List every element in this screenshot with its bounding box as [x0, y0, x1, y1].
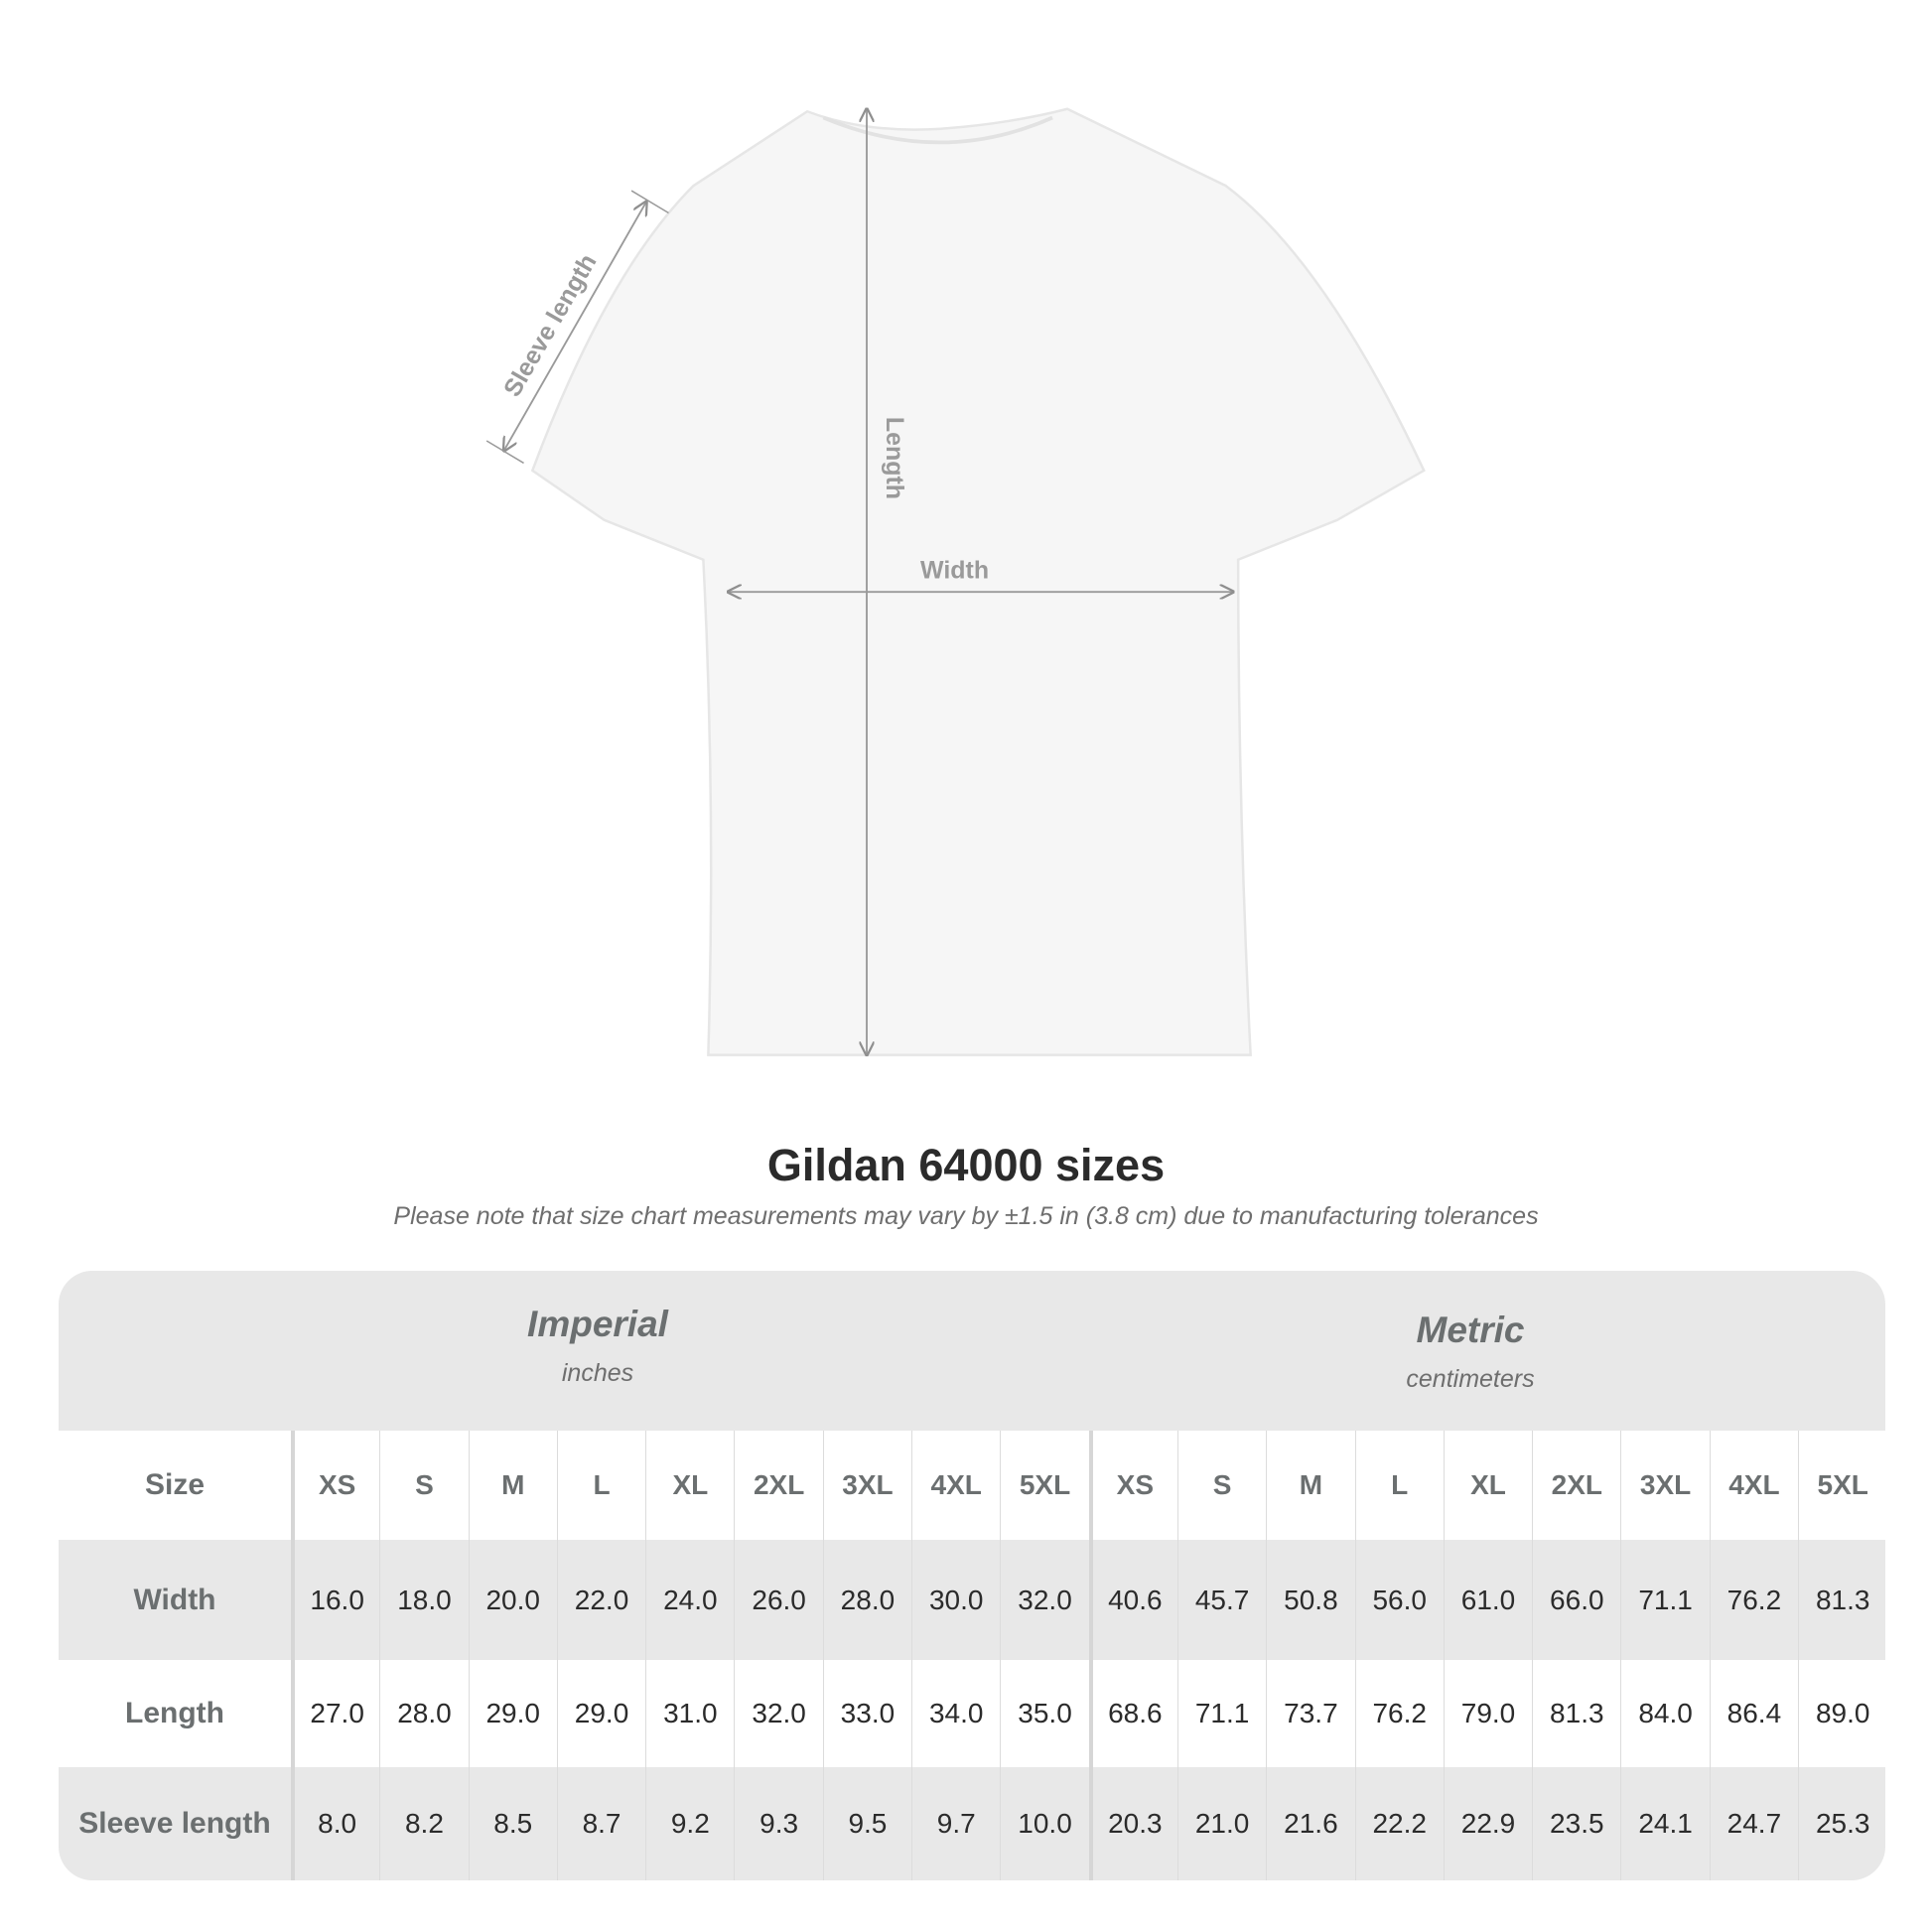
- table-cell: 81.3: [1532, 1660, 1620, 1767]
- table-cell: 32.0: [1000, 1540, 1088, 1660]
- tshirt-image: [530, 107, 1426, 1056]
- table-cell: 27.0: [291, 1660, 379, 1767]
- table-cell: 73.7: [1266, 1660, 1354, 1767]
- table-cell: 20.3: [1088, 1767, 1177, 1880]
- width-label: Width: [920, 556, 989, 584]
- size-header-imperial-m: M: [468, 1431, 557, 1540]
- table-cell: 35.0: [1000, 1660, 1088, 1767]
- row-band: [59, 1540, 1885, 1660]
- table-cell: 9.7: [911, 1767, 1000, 1880]
- size-header-imperial-l: L: [556, 1431, 645, 1540]
- size-header-metric-xl: XL: [1443, 1431, 1532, 1540]
- size-table: Imperial inches Metric centimeters Size …: [59, 1271, 1885, 1880]
- tshirt-measurement-diagram: Length Width Sleeve length: [485, 0, 1426, 1092]
- metric-unit: centimeters: [1406, 1365, 1535, 1393]
- size-header-imperial-3xl: 3XL: [822, 1431, 911, 1540]
- size-header-metric-3xl: 3XL: [1620, 1431, 1709, 1540]
- table-cell: 8.7: [556, 1767, 645, 1880]
- table-cell: 29.0: [556, 1660, 645, 1767]
- size-header-imperial-5xl: 5XL: [1000, 1431, 1088, 1540]
- table-cell: 68.6: [1088, 1660, 1177, 1767]
- size-header-metric-l: L: [1354, 1431, 1444, 1540]
- row-label: Width: [133, 1583, 216, 1616]
- table-cell: 79.0: [1443, 1660, 1532, 1767]
- table-cell: 71.1: [1620, 1540, 1709, 1660]
- table-cell: 71.1: [1176, 1660, 1266, 1767]
- table-cell: 33.0: [822, 1660, 911, 1767]
- size-header-metric-xs: XS: [1088, 1431, 1177, 1540]
- table-cell: 8.5: [468, 1767, 557, 1880]
- table-cell: 56.0: [1354, 1540, 1444, 1660]
- table-cell: 23.5: [1532, 1767, 1620, 1880]
- table-cell: 8.2: [379, 1767, 468, 1880]
- table-cell: 9.3: [734, 1767, 822, 1880]
- table-cell: 21.0: [1176, 1767, 1266, 1880]
- table-cell: 86.4: [1709, 1660, 1798, 1767]
- table-cell: 76.2: [1709, 1540, 1798, 1660]
- table-cell: 24.1: [1620, 1767, 1709, 1880]
- size-header-row: Size XS S M L XL 2XL 3XL 4XL 5XL XS S M L XL 2XL 3XL 4XL…: [59, 1431, 1885, 1540]
- metric-title: Metric: [1416, 1310, 1525, 1350]
- table-cell: 20.0: [468, 1540, 557, 1660]
- table-cell: 22.2: [1354, 1767, 1444, 1880]
- imperial-title: Imperial: [527, 1304, 668, 1344]
- table-cell: 25.3: [1798, 1767, 1885, 1880]
- size-header-metric-s: S: [1176, 1431, 1266, 1540]
- table-cell: 22.9: [1443, 1767, 1532, 1880]
- size-header-metric-m: M: [1266, 1431, 1354, 1540]
- page-title: Gildan 64000 sizes: [766, 1140, 1166, 1190]
- size-header-metric-4xl: 4XL: [1709, 1431, 1798, 1540]
- table-cell: 31.0: [645, 1660, 734, 1767]
- table-cell: 76.2: [1354, 1660, 1444, 1767]
- table-cell: 8.0: [291, 1767, 379, 1880]
- table-cell: 30.0: [911, 1540, 1000, 1660]
- table-cell: 81.3: [1798, 1540, 1885, 1660]
- row-label: Sleeve length: [78, 1807, 271, 1840]
- table-cell: 89.0: [1798, 1660, 1885, 1767]
- size-header-imperial-2xl: 2XL: [734, 1431, 822, 1540]
- tolerance-note: Please note that size chart measurements…: [393, 1202, 1539, 1230]
- header-band: [59, 1271, 1885, 1431]
- size-header-imperial-4xl: 4XL: [911, 1431, 1000, 1540]
- table-cell: 45.7: [1176, 1540, 1266, 1660]
- table-cell: 34.0: [911, 1660, 1000, 1767]
- table-cell: 10.0: [1000, 1767, 1088, 1880]
- table-row: Sleeve length 8.0 8.2 8.5 8.7 9.2 9.3 9.5 9.7 10.…: [59, 1767, 1885, 1880]
- size-header-imperial-xl: XL: [645, 1431, 734, 1540]
- table-cell: 26.0: [734, 1540, 822, 1660]
- table-cell: 16.0: [291, 1540, 379, 1660]
- row-label: Length: [125, 1697, 224, 1729]
- table-cell: 18.0: [379, 1540, 468, 1660]
- table-cell: 84.0: [1620, 1660, 1709, 1767]
- size-header-imperial-s: S: [379, 1431, 468, 1540]
- size-header-metric-2xl: 2XL: [1532, 1431, 1620, 1540]
- table-cell: 50.8: [1266, 1540, 1354, 1660]
- row-band: [59, 1767, 1885, 1880]
- table-cell: 61.0: [1443, 1540, 1532, 1660]
- table-row: Length 27.0 28.0 29.0 29.0 31.0 32.0 33.0 34.0 35…: [59, 1660, 1885, 1767]
- table-cell: 66.0: [1532, 1540, 1620, 1660]
- table-cell: 9.5: [822, 1767, 911, 1880]
- table-cell: 24.0: [645, 1540, 734, 1660]
- imperial-unit: inches: [561, 1359, 634, 1387]
- table-cell: 22.0: [556, 1540, 645, 1660]
- table-row: Width 16.0 18.0 20.0 22.0 24.0 26.0 28.0 30.0 32.…: [59, 1540, 1885, 1660]
- length-label: Length: [881, 417, 908, 499]
- table-cell: 32.0: [734, 1660, 822, 1767]
- imperial-heading: Imperial inches: [399, 1304, 796, 1388]
- size-label: Size: [144, 1468, 206, 1501]
- sleeve-arrow: [504, 202, 646, 451]
- table-cell: 29.0: [468, 1660, 557, 1767]
- table-cell: 24.7: [1709, 1767, 1798, 1880]
- table-cell: 9.2: [645, 1767, 734, 1880]
- table-cell: 28.0: [822, 1540, 911, 1660]
- table-cell: 40.6: [1088, 1540, 1177, 1660]
- metric-heading: Metric centimeters: [1272, 1310, 1669, 1394]
- size-header-metric-5xl: 5XL: [1798, 1431, 1885, 1540]
- table-cell: 21.6: [1266, 1767, 1354, 1880]
- size-header-imperial-xs: XS: [291, 1431, 379, 1540]
- table-cell: 28.0: [379, 1660, 468, 1767]
